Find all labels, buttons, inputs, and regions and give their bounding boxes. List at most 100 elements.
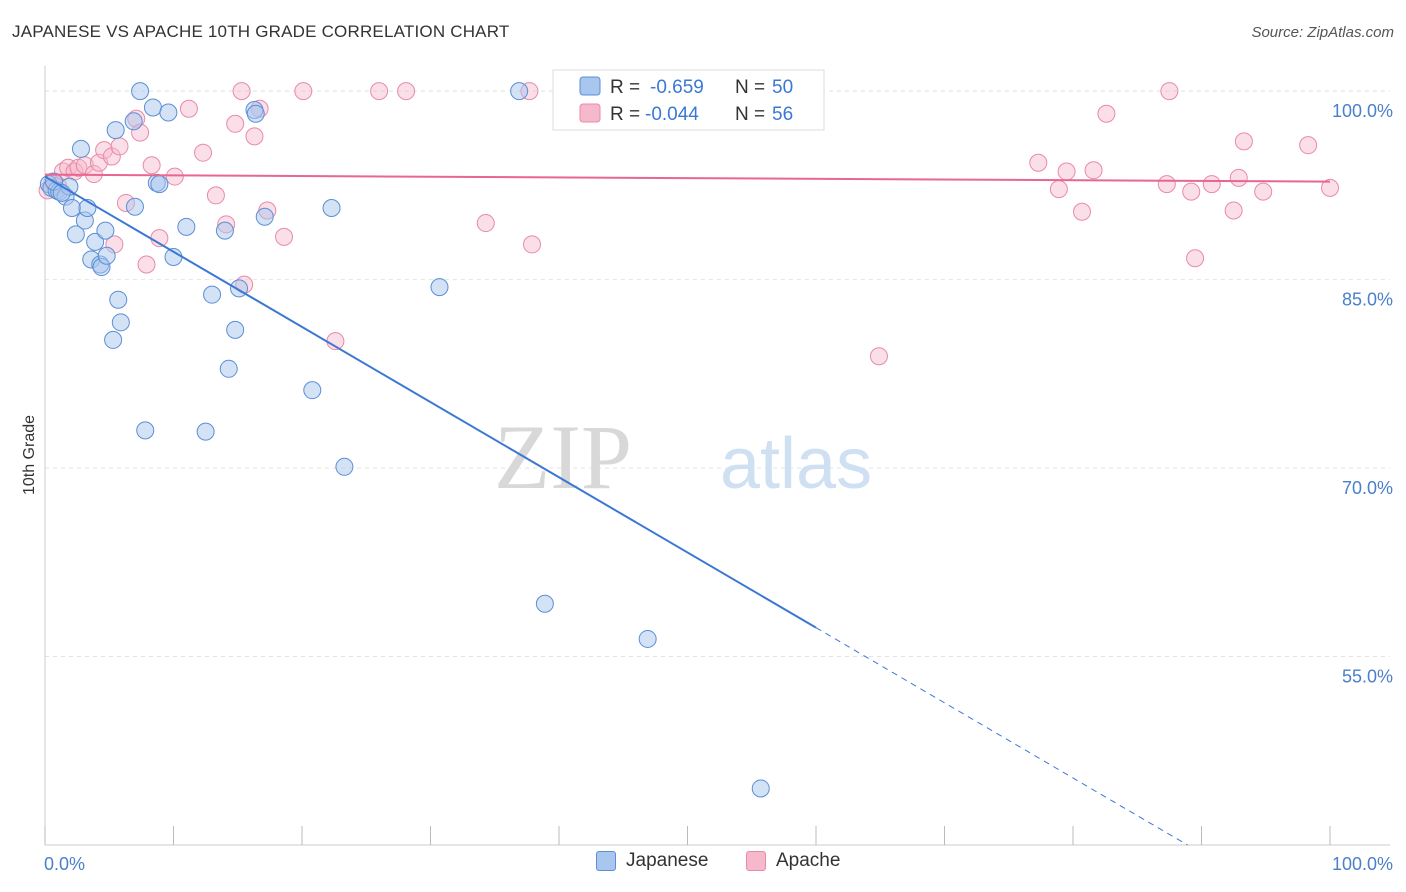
japanese-point [66, 225, 85, 244]
apache-point [294, 82, 313, 101]
japanese-r-label: R = [610, 77, 640, 98]
watermark-atlas: atlas [720, 424, 872, 504]
japanese-trend-extension [815, 627, 1188, 846]
japanese-point [109, 290, 128, 309]
apache-point [1254, 182, 1273, 201]
watermark-zip: ZIP [494, 406, 632, 508]
legend-label-japanese: Japanese [626, 850, 709, 871]
japanese-point [203, 285, 222, 304]
japanese-point [196, 422, 215, 441]
legend-label-apache: Apache [776, 850, 841, 871]
apache-point [1157, 175, 1176, 194]
axes [44, 66, 1390, 846]
japanese-point [215, 221, 234, 240]
legend-item-japanese: Japanese [596, 850, 708, 872]
japanese-point [97, 246, 116, 265]
apache-point [1160, 82, 1179, 101]
japanese-point [159, 103, 178, 122]
apache-point [102, 147, 121, 166]
japanese-point [62, 198, 81, 217]
apache-point [194, 143, 213, 162]
apache-point [110, 137, 129, 156]
apache-r-label: R = [610, 104, 640, 125]
tick-labels: 100.0% 85.0% 70.0% 55.0% 0.0% 100.0% [44, 101, 1393, 874]
japanese-point [131, 82, 150, 101]
apache-point [1202, 175, 1221, 194]
apache-point [370, 82, 389, 101]
y-tick-label: 100.0% [1332, 101, 1393, 121]
apache-point [1049, 180, 1068, 199]
bottom-legend: Japanese Apache [0, 850, 1406, 880]
japanese-r-value: -0.659 [650, 77, 704, 98]
y-tick-label: 55.0% [1342, 667, 1393, 687]
chart-title: JAPANESE VS APACHE 10TH GRADE CORRELATIO… [12, 22, 510, 41]
apache-point [275, 227, 294, 246]
japanese-point [226, 320, 245, 339]
legend-swatch-japanese [596, 851, 616, 871]
apache-point [206, 186, 225, 205]
apache-point [1072, 202, 1091, 221]
apache-point [232, 82, 251, 101]
japanese-point [303, 381, 322, 400]
apache-point [523, 235, 542, 254]
japanese-point [430, 278, 449, 297]
apache-point [1234, 132, 1253, 151]
japanese-point [751, 779, 770, 798]
apache-point [1182, 182, 1201, 201]
japanese-point [96, 221, 115, 240]
x-tick-label-end: 100.0% [1332, 854, 1393, 874]
japanese-point [125, 197, 144, 216]
x-tick-label-start: 0.0% [44, 854, 85, 874]
y-tick-label: 85.0% [1342, 290, 1393, 310]
apache-point [179, 99, 198, 118]
watermark: ZIP atlas [494, 406, 872, 508]
japanese-n-value: 50 [772, 77, 793, 98]
legend-item-apache: Apache [746, 850, 840, 872]
apache-point [245, 127, 264, 146]
apache-n-value: 56 [772, 104, 793, 125]
japanese-point [177, 217, 196, 236]
japanese-point [111, 313, 130, 332]
apache-point [165, 167, 184, 186]
japanese-point [143, 98, 162, 117]
japanese-point [535, 594, 554, 613]
japanese-n-label: N = [735, 77, 765, 98]
apache-point [1097, 104, 1116, 123]
apache-point [1057, 162, 1076, 181]
japanese-point [510, 82, 529, 101]
japanese-point [124, 112, 143, 131]
apache-n-label: N = [735, 104, 765, 125]
japanese-point [106, 121, 125, 140]
apache-point [137, 255, 156, 274]
japanese-point [322, 198, 341, 217]
apache-point [1029, 153, 1048, 172]
apache-swatch [579, 103, 601, 123]
japanese-point [104, 330, 123, 349]
stats-legend: R = -0.659 N = 50 R = -0.044 N = 56 [552, 69, 825, 131]
japanese-points [39, 82, 770, 798]
apache-point [869, 347, 888, 366]
japanese-trend-line [44, 175, 817, 629]
japanese-point [71, 139, 90, 158]
source-label: Source: ZipAtlas.com [1251, 24, 1394, 41]
apache-point [226, 114, 245, 133]
japanese-point [335, 457, 354, 476]
apache-trend-line [44, 173, 1331, 183]
apache-point [1224, 201, 1243, 220]
y-tick-label: 70.0% [1342, 478, 1393, 498]
apache-point [142, 156, 161, 175]
apache-point [397, 82, 416, 101]
apache-point [476, 214, 495, 233]
trend-lines [44, 173, 1331, 846]
japanese-point [150, 175, 169, 194]
apache-point [1186, 249, 1205, 268]
japanese-point [219, 359, 238, 378]
apache-point [1321, 178, 1339, 197]
apache-point [1299, 136, 1318, 155]
apache-point [1084, 161, 1103, 180]
legend-swatch-apache [746, 851, 766, 871]
japanese-point [246, 104, 265, 123]
japanese-point [255, 207, 274, 226]
japanese-point [638, 629, 657, 648]
